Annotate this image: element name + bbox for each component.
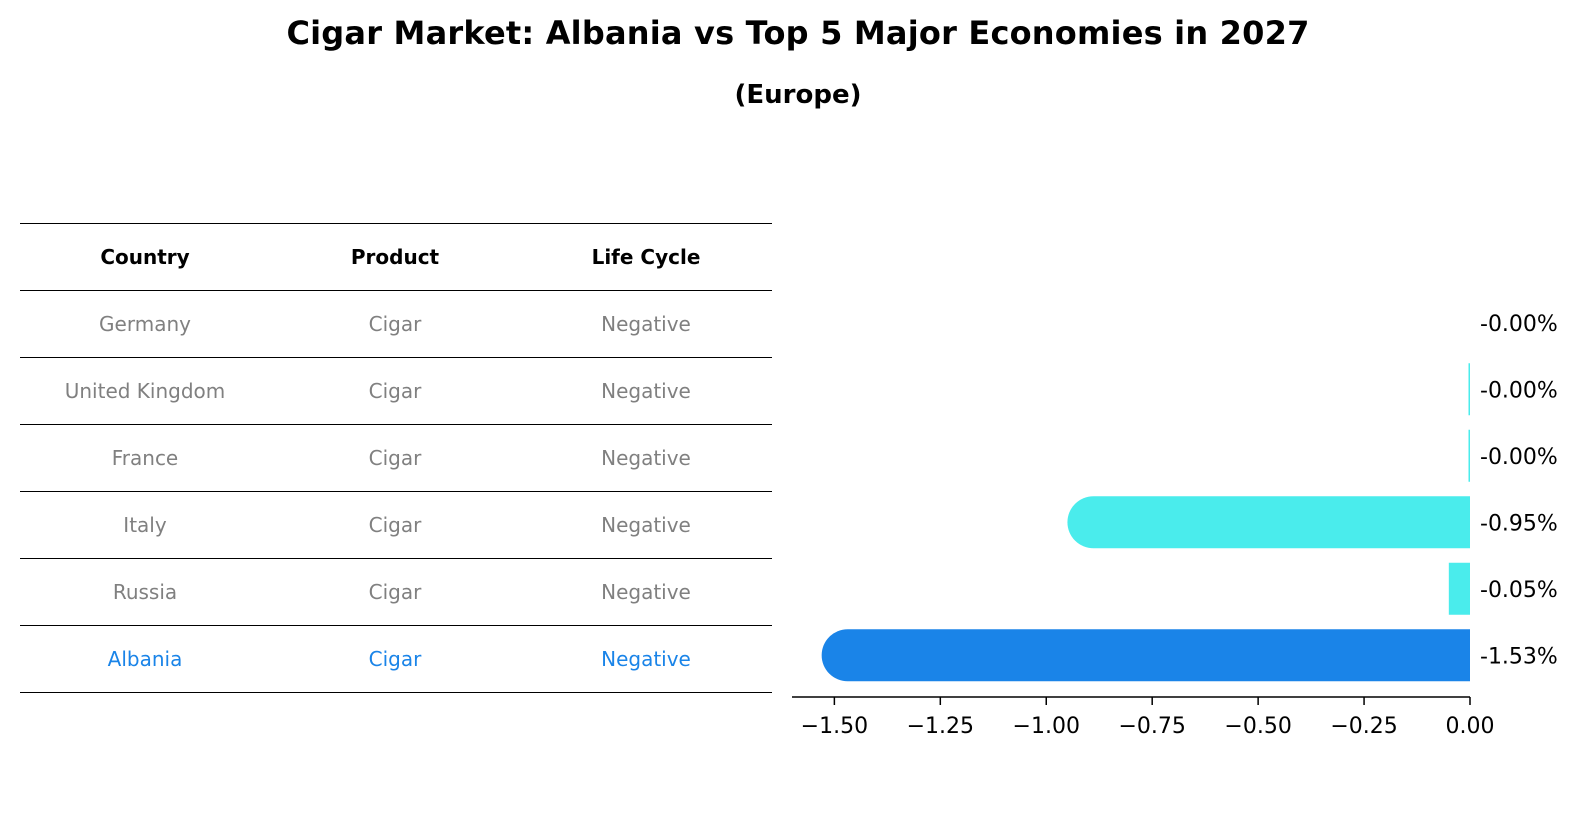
data-label: -0.95% [1480, 511, 1558, 536]
bar-united-kingdom [1468, 363, 1470, 416]
table-row: United Kingdom Cigar Negative [20, 357, 772, 424]
cell-country: Germany [99, 312, 191, 336]
cell-country: France [111, 446, 179, 470]
bar-albania [821, 629, 1470, 682]
chart-subtitle: (Europe) [734, 80, 862, 110]
comparison-table: Country Product Life Cycle Germany Cigar… [20, 223, 772, 693]
table-header-row: Country Product Life Cycle [20, 223, 772, 290]
table-row: Italy Cigar Negative [20, 491, 772, 558]
cell-product: Cigar [368, 647, 422, 671]
cell-country: United Kingdom [64, 379, 226, 403]
x-tick-label: −1.50 [801, 714, 868, 739]
cell-life-cycle: Negative [601, 647, 691, 671]
cell-product: Cigar [368, 446, 422, 470]
header-product: Product [350, 245, 440, 269]
cell-country: Russia [112, 580, 178, 604]
cell-product: Cigar [368, 379, 422, 403]
bar-france [1468, 429, 1470, 482]
data-label: -1.53% [1480, 644, 1558, 669]
x-tick-label: −0.75 [1118, 714, 1185, 739]
cell-product: Cigar [368, 580, 422, 604]
data-label: -0.00% [1480, 312, 1558, 337]
cell-product: Cigar [368, 312, 422, 336]
header-country: Country [100, 245, 190, 269]
table-row: France Cigar Negative [20, 424, 772, 491]
data-label: -0.00% [1480, 378, 1558, 403]
x-tick-label: −0.50 [1224, 714, 1291, 739]
cell-country: Albania [107, 647, 183, 671]
cell-life-cycle: Negative [601, 379, 691, 403]
data-label: -0.05% [1480, 578, 1558, 603]
table-row: Germany Cigar Negative [20, 290, 772, 357]
table-row: Russia Cigar Negative [20, 558, 772, 625]
x-tick-label: −0.25 [1330, 714, 1397, 739]
cell-life-cycle: Negative [601, 312, 691, 336]
cell-life-cycle: Negative [601, 513, 691, 537]
cell-country: Italy [123, 513, 167, 537]
bar-russia [1448, 562, 1470, 615]
cell-life-cycle: Negative [601, 446, 691, 470]
data-label: -0.00% [1480, 445, 1558, 470]
x-tick-label: −1.00 [1013, 714, 1080, 739]
table-row-highlight: Albania Cigar Negative [20, 625, 772, 693]
bar-italy [1067, 496, 1470, 549]
x-tick-label: −1.25 [907, 714, 974, 739]
cell-life-cycle: Negative [601, 580, 691, 604]
cell-product: Cigar [368, 513, 422, 537]
x-tick-label: 0.00 [1446, 714, 1495, 739]
chart-title: Cigar Market: Albania vs Top 5 Major Eco… [286, 14, 1310, 52]
header-life-cycle: Life Cycle [591, 245, 701, 269]
